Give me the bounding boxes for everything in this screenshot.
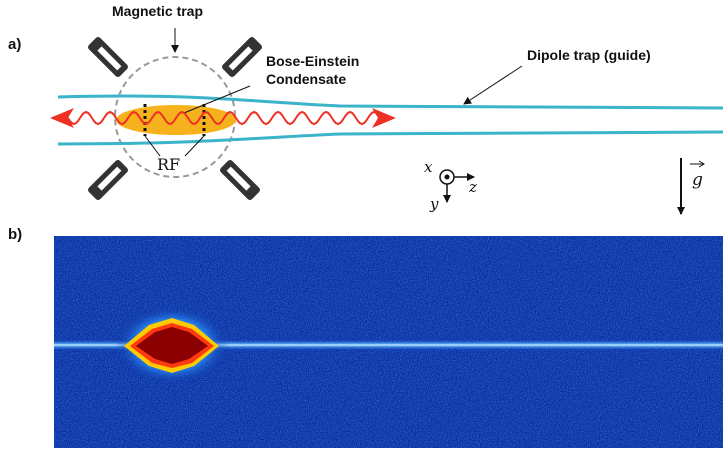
coil-bottom-right (220, 160, 260, 200)
dipole-guide-upper (57, 94, 723, 110)
rf-label: RF (157, 155, 181, 174)
bose-einstein-condensate (116, 105, 236, 135)
coordinate-system (439, 169, 475, 203)
dipole-trap-pointer (463, 65, 523, 105)
panel-b-label: b) (8, 226, 23, 243)
dipole-trap-label: Dipole trap (guide) (527, 47, 651, 63)
absorption-image (54, 236, 723, 448)
coil-top-right (222, 37, 262, 77)
dipole-guide-lower (57, 130, 723, 146)
coil-bottom-left (88, 160, 128, 200)
guided-beam (54, 340, 723, 350)
coil-top-left (88, 37, 128, 77)
bec-label-line2: Condensate (266, 71, 347, 87)
bec-label-line1: Bose-Einstein (266, 53, 360, 69)
matter-wave (67, 110, 381, 126)
axis-x-label: x (424, 158, 433, 176)
magnetic-trap-label: Magnetic trap (112, 3, 204, 19)
gravity-arrow (677, 158, 705, 215)
matter-wave-arrowhead-left (50, 108, 74, 128)
rf-pointer-right (184, 135, 205, 157)
matter-wave-arrowhead-right (372, 108, 396, 128)
gravity-label: g (692, 170, 703, 190)
rf-pointer-left (144, 135, 161, 157)
axis-z-label: z (469, 178, 477, 196)
cloud-core (136, 327, 208, 364)
axis-y-label: y (430, 195, 439, 213)
panel-a-schematic (50, 28, 723, 215)
bec-pointer (183, 85, 251, 114)
panel-a-label: a) (8, 36, 22, 53)
